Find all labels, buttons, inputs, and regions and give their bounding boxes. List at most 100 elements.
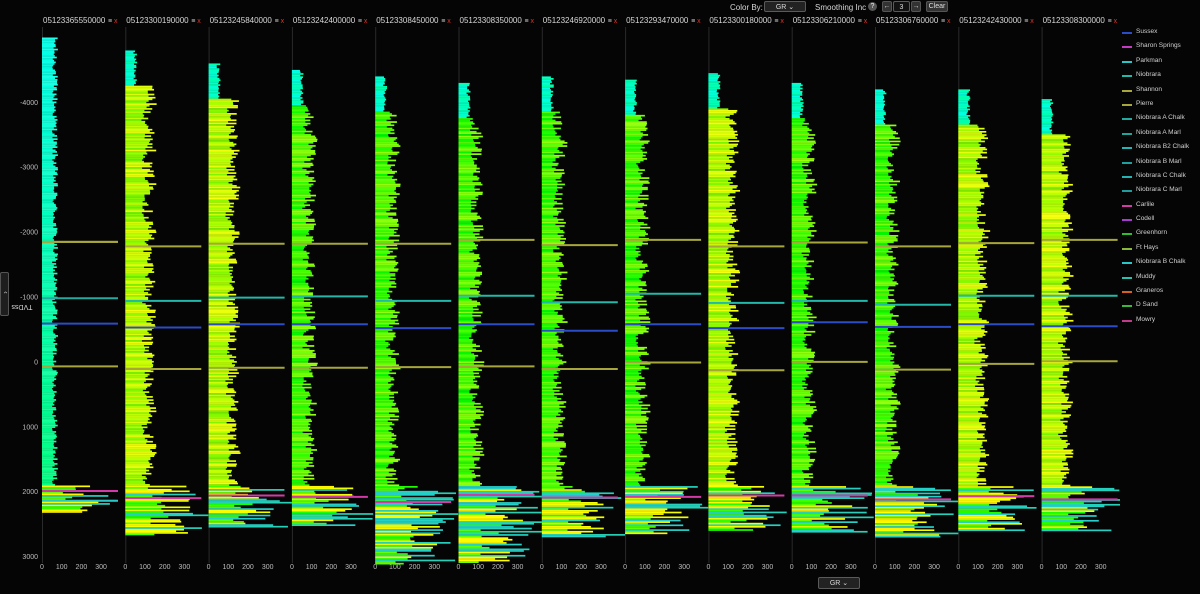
- gr-bar: [1041, 249, 1070, 252]
- gr-bar: [958, 210, 981, 213]
- legend-item[interactable]: Parkman: [1122, 55, 1200, 69]
- legend-item[interactable]: Niobrara: [1122, 69, 1200, 83]
- gr-bar: [208, 484, 230, 486]
- legend-item[interactable]: Pierre: [1122, 98, 1200, 112]
- legend-item[interactable]: Shannon: [1122, 84, 1200, 98]
- gr-bar: [458, 223, 473, 226]
- remove-well-icon[interactable]: x: [281, 18, 285, 25]
- gr-bar: [541, 118, 553, 120]
- well-menu-icon[interactable]: ≡: [525, 18, 529, 25]
- well-menu-icon[interactable]: ≡: [858, 18, 862, 25]
- legend-item[interactable]: Mowry: [1122, 314, 1200, 328]
- legend-item[interactable]: Sussex: [1122, 26, 1200, 40]
- gr-bar: [42, 413, 53, 416]
- well-name[interactable]: 05123308300000: [1043, 16, 1106, 25]
- gr-bar: [458, 310, 474, 312]
- well-name[interactable]: 05123245840000: [210, 16, 273, 25]
- well-menu-icon[interactable]: ≡: [1024, 18, 1028, 25]
- smoothing-input[interactable]: 3: [893, 1, 910, 12]
- gr-bar: [1041, 358, 1064, 361]
- well-menu-icon[interactable]: ≡: [358, 18, 362, 25]
- legend-item[interactable]: Niobrara B Chalk: [1122, 256, 1200, 270]
- clear-button[interactable]: Clear: [926, 1, 948, 12]
- gr-bar: [208, 364, 236, 366]
- well-menu-icon[interactable]: ≡: [441, 18, 445, 25]
- well-name[interactable]: 05123293470000: [626, 16, 689, 25]
- well-menu-icon[interactable]: ≡: [108, 18, 112, 25]
- well-menu-icon[interactable]: ≡: [608, 18, 612, 25]
- gr-bar: [708, 175, 736, 178]
- well-name[interactable]: 05123242430000: [959, 16, 1022, 25]
- smoothing-increment-button[interactable]: →: [911, 1, 921, 12]
- color-by-select[interactable]: GR ⌄: [764, 1, 806, 12]
- gr-bar: [541, 214, 559, 216]
- bottom-curve-select[interactable]: GR ⌄: [818, 577, 860, 589]
- smoothing-decrement-button[interactable]: ←: [882, 1, 892, 12]
- gr-bar: [208, 471, 232, 474]
- gr-bar: [458, 482, 482, 485]
- well-name[interactable]: 05123242400000: [293, 16, 356, 25]
- gr-bar: [42, 280, 54, 283]
- well-name[interactable]: 05123306210000: [793, 16, 856, 25]
- gr-bar: [708, 285, 739, 288]
- legend-item[interactable]: Niobrara C Marl: [1122, 184, 1200, 198]
- gr-bar: [125, 458, 151, 461]
- y-axis-toggle[interactable]: TVDss ›: [0, 272, 33, 316]
- gr-bar: [958, 302, 978, 304]
- legend-item[interactable]: Sharon Springs: [1122, 40, 1200, 54]
- gr-bar: [875, 417, 891, 420]
- well-menu-icon[interactable]: ≡: [691, 18, 695, 25]
- remove-well-icon[interactable]: x: [1030, 18, 1034, 25]
- gr-bar: [875, 295, 889, 298]
- remove-well-icon[interactable]: x: [531, 18, 535, 25]
- remove-well-icon[interactable]: x: [864, 18, 868, 25]
- gr-bar: [708, 282, 731, 285]
- gr-bar: [875, 497, 929, 500]
- gr-bar: [958, 415, 989, 418]
- remove-well-icon[interactable]: x: [364, 18, 368, 25]
- gr-bar: [791, 310, 808, 312]
- remove-well-icon[interactable]: x: [697, 18, 701, 25]
- legend-item[interactable]: Ft Hays: [1122, 242, 1200, 256]
- remove-well-icon[interactable]: x: [614, 18, 618, 25]
- gr-bar: [42, 419, 58, 422]
- well-name[interactable]: 05123300180000: [709, 16, 772, 25]
- legend-item[interactable]: Niobrara A Marl: [1122, 127, 1200, 141]
- well-menu-icon[interactable]: ≡: [191, 18, 195, 25]
- legend-item[interactable]: Niobrara C Chalk: [1122, 170, 1200, 184]
- legend-item[interactable]: Niobrara B Marl: [1122, 156, 1200, 170]
- remove-well-icon[interactable]: x: [114, 18, 118, 25]
- legend-item[interactable]: Greenhorn: [1122, 227, 1200, 241]
- gr-bar: [791, 164, 809, 167]
- well-name[interactable]: 05123300190000: [126, 16, 189, 25]
- legend-item[interactable]: Graneros: [1122, 285, 1200, 299]
- well-menu-icon[interactable]: ≡: [774, 18, 778, 25]
- remove-well-icon[interactable]: x: [447, 18, 451, 25]
- well-name[interactable]: 05123365550000: [43, 16, 106, 25]
- legend-item[interactable]: Carlile: [1122, 199, 1200, 213]
- gr-bar: [208, 90, 219, 93]
- gr-bar: [208, 116, 230, 118]
- legend-item[interactable]: D Sand: [1122, 299, 1200, 313]
- gr-bar: [458, 540, 504, 543]
- gr-bar: [708, 151, 739, 154]
- gr-bar: [458, 188, 480, 191]
- remove-well-icon[interactable]: x: [947, 18, 951, 25]
- gr-bar: [541, 182, 558, 184]
- legend-item[interactable]: Niobrara A Chalk: [1122, 112, 1200, 126]
- gr-bar: [458, 311, 483, 314]
- remove-well-icon[interactable]: x: [1114, 18, 1118, 25]
- help-icon[interactable]: ?: [868, 2, 877, 11]
- well-menu-icon[interactable]: ≡: [1108, 18, 1112, 25]
- remove-well-icon[interactable]: x: [197, 18, 201, 25]
- well-name[interactable]: 05123308350000: [460, 16, 523, 25]
- well-name[interactable]: 05123246920000: [543, 16, 606, 25]
- remove-well-icon[interactable]: x: [780, 18, 784, 25]
- well-menu-icon[interactable]: ≡: [275, 18, 279, 25]
- well-menu-icon[interactable]: ≡: [941, 18, 945, 25]
- well-name[interactable]: 05123306760000: [876, 16, 939, 25]
- legend-item[interactable]: Muddy: [1122, 271, 1200, 285]
- legend-item[interactable]: Niobrara B2 Chalk: [1122, 141, 1200, 155]
- legend-item[interactable]: Codell: [1122, 213, 1200, 227]
- well-name[interactable]: 05123308450000: [376, 16, 439, 25]
